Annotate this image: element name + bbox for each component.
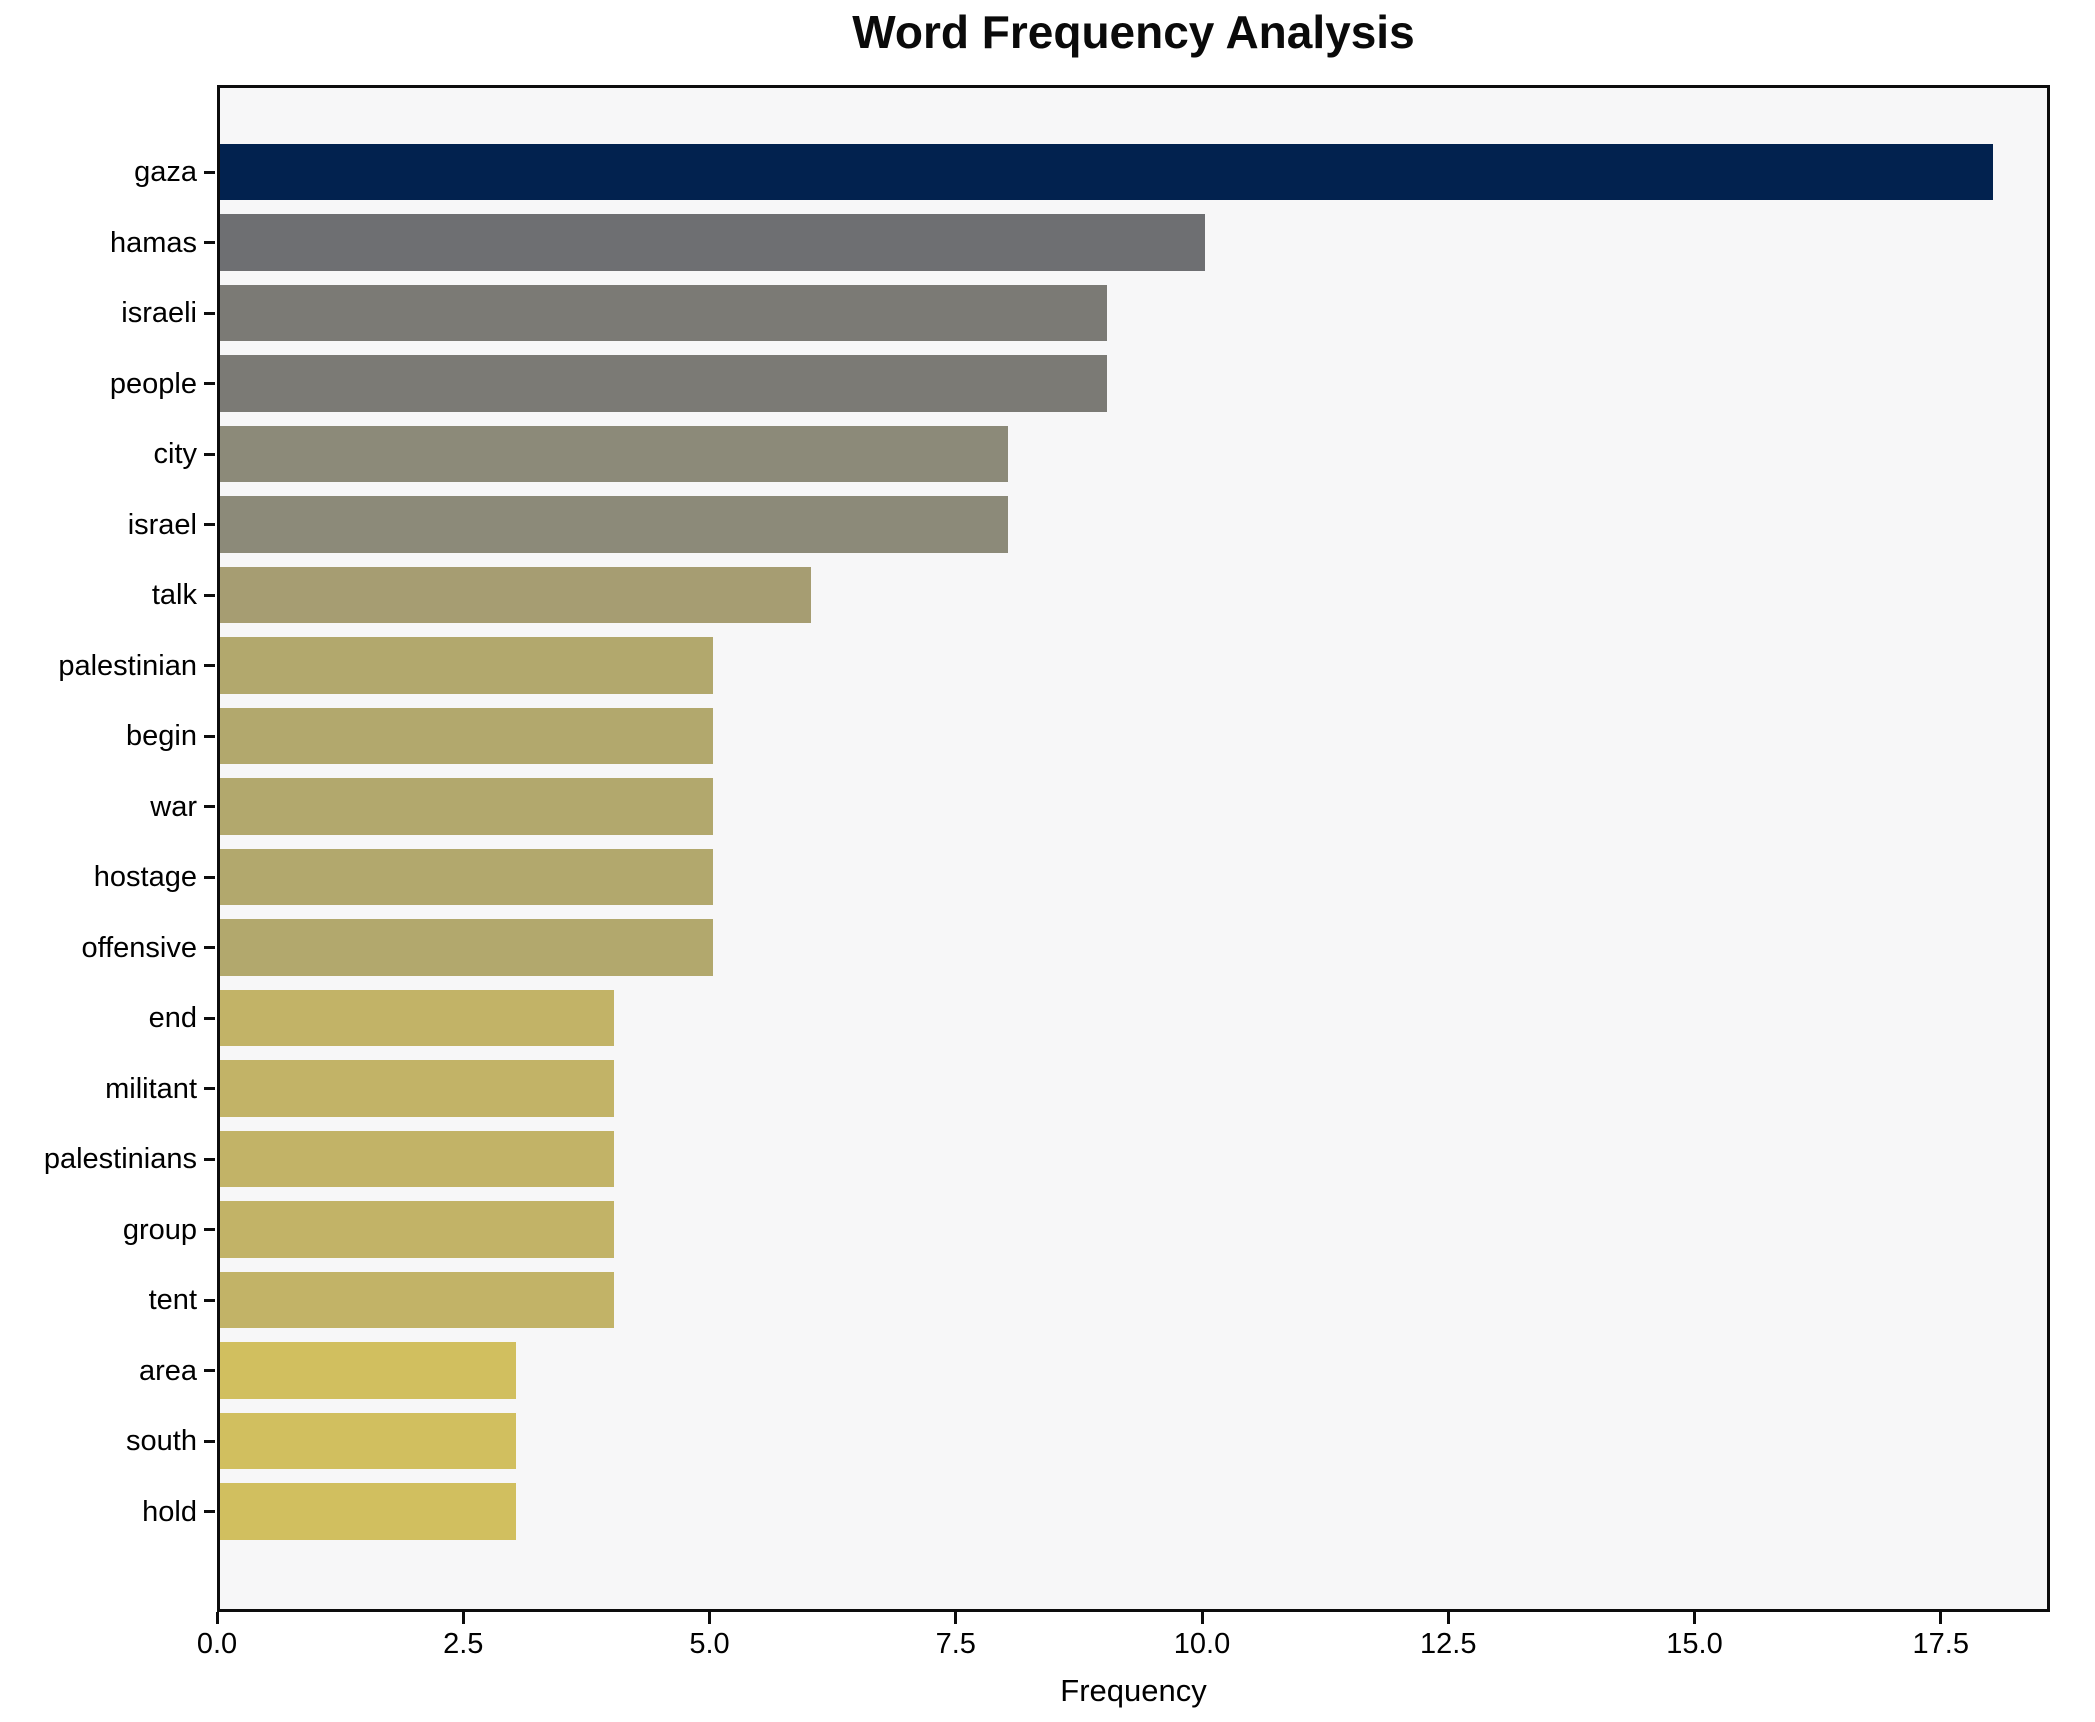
bar-offensive bbox=[220, 919, 713, 976]
x-tick-mark bbox=[1939, 1612, 1943, 1624]
x-tick-label-7.5: 7.5 bbox=[935, 1628, 976, 1660]
bar-gaza bbox=[220, 143, 1993, 201]
x-tick-label-0.0: 0.0 bbox=[196, 1628, 238, 1660]
y-tick-mark bbox=[204, 593, 215, 597]
bar-hostage bbox=[220, 848, 713, 906]
bar-militant bbox=[220, 1060, 614, 1117]
y-tick-label-tent: tent bbox=[148, 1284, 197, 1316]
y-tick-mark bbox=[204, 170, 215, 174]
bar-people bbox=[220, 355, 1107, 412]
y-tick-mark bbox=[204, 452, 215, 456]
bar-palestinians bbox=[220, 1130, 614, 1188]
x-tick-mark bbox=[1200, 1612, 1204, 1624]
x-tick-label-12.5: 12.5 bbox=[1420, 1628, 1477, 1660]
bar-group bbox=[220, 1201, 614, 1258]
bar-tent bbox=[220, 1271, 614, 1329]
y-tick-label-israel: israel bbox=[127, 508, 197, 541]
x-axis-label: Frequency bbox=[1060, 1673, 1207, 1708]
bar-war bbox=[220, 778, 713, 835]
y-tick-mark bbox=[204, 1157, 215, 1161]
y-tick-mark bbox=[204, 311, 215, 315]
x-tick-mark bbox=[708, 1612, 711, 1624]
y-tick-label-war: war bbox=[150, 790, 197, 823]
x-tick-label-17.5: 17.5 bbox=[1912, 1628, 1969, 1660]
y-tick-mark bbox=[204, 1439, 215, 1443]
y-tick-label-begin: begin bbox=[126, 720, 197, 752]
x-tick-label-5.0: 5.0 bbox=[689, 1628, 730, 1660]
y-tick-label-area: area bbox=[138, 1354, 197, 1387]
bar-city bbox=[220, 425, 1008, 483]
y-tick-mark bbox=[204, 1016, 215, 1020]
y-tick-label-offensive: offensive bbox=[81, 931, 197, 964]
y-tick-mark bbox=[204, 241, 215, 244]
bar-israeli bbox=[220, 284, 1107, 342]
bar-talk bbox=[220, 566, 811, 624]
x-tick-mark bbox=[461, 1612, 465, 1624]
y-tick-mark bbox=[204, 1369, 215, 1372]
y-tick-mark bbox=[204, 664, 215, 667]
y-tick-label-south: south bbox=[126, 1425, 197, 1457]
y-tick-label-people: people bbox=[109, 367, 197, 400]
y-axis: gaza hamas israeli people city israel talk pale… bbox=[0, 0, 215, 1722]
y-tick-mark bbox=[204, 946, 215, 949]
x-tick-mark bbox=[954, 1612, 958, 1624]
bar-hamas bbox=[220, 214, 1205, 271]
bar-south bbox=[220, 1412, 516, 1470]
bar-hold bbox=[220, 1483, 516, 1540]
x-tick-mark bbox=[1693, 1612, 1696, 1624]
y-tick-label-hostage: hostage bbox=[93, 861, 197, 893]
x-tick-label-10.0: 10.0 bbox=[1173, 1628, 1231, 1660]
y-tick-mark bbox=[204, 382, 215, 385]
y-tick-mark bbox=[204, 805, 215, 808]
chart-title: Word Frequency Analysis bbox=[852, 6, 1415, 58]
y-tick-label-hold: hold bbox=[142, 1495, 197, 1528]
bar-area bbox=[220, 1342, 516, 1399]
y-tick-label-israeli: israeli bbox=[121, 297, 197, 329]
y-tick-mark bbox=[204, 875, 215, 879]
bar-israel bbox=[220, 496, 1008, 553]
x-tick-label-2.5: 2.5 bbox=[443, 1628, 484, 1660]
y-tick-mark bbox=[204, 523, 215, 526]
plot-area bbox=[217, 85, 2050, 1612]
bar-palestinian bbox=[220, 637, 713, 694]
y-tick-label-talk: talk bbox=[151, 579, 197, 611]
bar-begin bbox=[220, 707, 713, 765]
y-tick-label-gaza: gaza bbox=[134, 156, 197, 188]
y-tick-mark bbox=[204, 1087, 215, 1090]
x-tick-label-15.0: 15.0 bbox=[1666, 1628, 1723, 1660]
y-tick-label-palestinians: palestinians bbox=[43, 1143, 197, 1175]
y-tick-label-end: end bbox=[148, 1002, 197, 1034]
y-tick-mark bbox=[204, 1510, 215, 1513]
y-tick-mark bbox=[204, 1298, 215, 1302]
y-tick-label-group: group bbox=[122, 1213, 197, 1246]
x-tick-mark bbox=[215, 1612, 219, 1624]
y-tick-label-hamas: hamas bbox=[109, 226, 197, 259]
y-tick-label-palestinian: palestinian bbox=[58, 649, 197, 682]
bar-end bbox=[220, 989, 614, 1047]
y-tick-label-city: city bbox=[153, 438, 198, 470]
y-tick-label-militant: militant bbox=[105, 1072, 197, 1105]
y-tick-mark bbox=[204, 734, 215, 738]
y-tick-mark bbox=[204, 1228, 215, 1231]
x-tick-mark bbox=[1446, 1612, 1450, 1624]
